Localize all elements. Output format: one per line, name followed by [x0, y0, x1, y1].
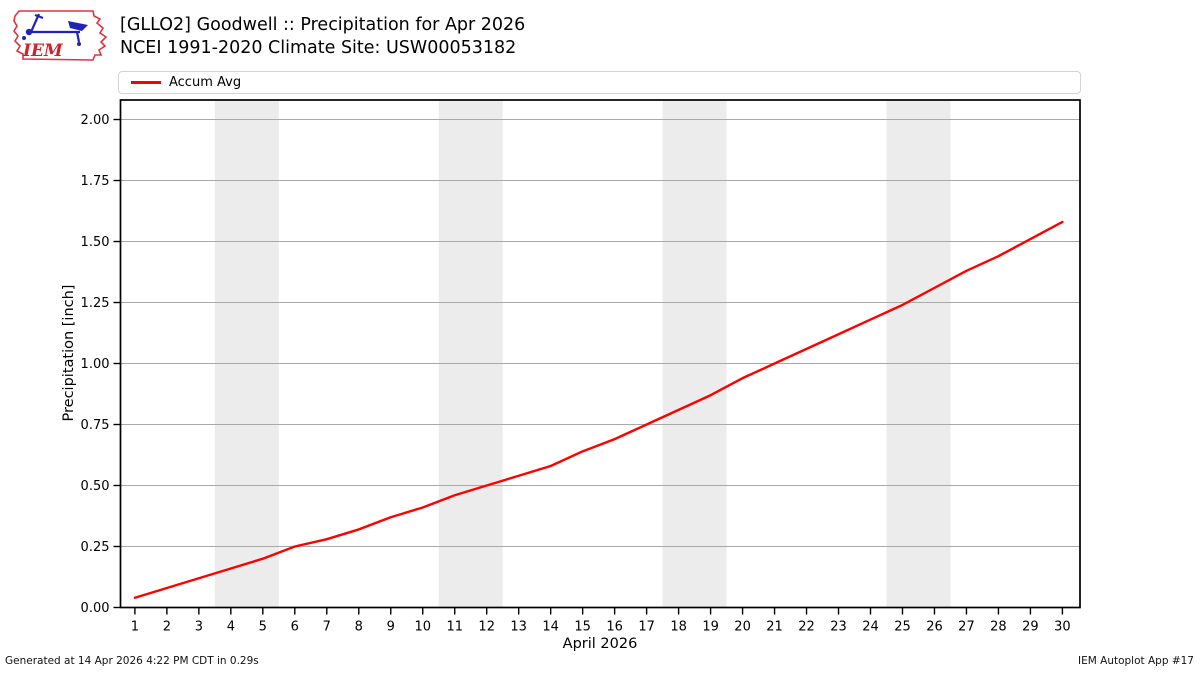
weather-vane-icon-parts: [22, 21, 88, 46]
y-tick-label: 0.50: [81, 479, 110, 494]
generated-at-text: Generated at 14 Apr 2026 4:22 PM CDT in …: [5, 655, 259, 667]
x-tick-label: 10: [414, 620, 431, 635]
plot-border: [119, 99, 1081, 609]
x-tick-label: 25: [894, 620, 911, 635]
x-tick-label: 27: [958, 620, 975, 635]
weekend-shading-band: [886, 100, 951, 608]
y-tick-label: 1.00: [81, 357, 110, 372]
x-tick-label: 22: [798, 620, 815, 635]
x-tick-label: 12: [478, 620, 495, 635]
chart-title: [GLLO2] Goodwell :: Precipitation for Ap…: [120, 15, 526, 35]
x-tick-label: 11: [446, 620, 463, 635]
x-tick-label: 16: [606, 620, 623, 635]
weekend-shading-band: [662, 100, 727, 608]
x-tick-label: 21: [766, 620, 783, 635]
y-tick-label: 1.50: [81, 235, 110, 250]
legend-line-swatch: [131, 81, 161, 84]
legend-box: Accum Avg: [118, 71, 1081, 94]
y-axis-title: Precipitation [inch]: [61, 284, 77, 422]
accum-avg-line: [133, 220, 1064, 599]
x-tick-label: 6: [291, 620, 299, 635]
weekend-shading-band: [438, 100, 503, 608]
x-tick-label: 23: [830, 620, 847, 635]
y-tick-label: 1.25: [81, 296, 110, 311]
x-tick-label: 4: [227, 620, 235, 635]
iem-logo-text: IEM: [22, 41, 64, 61]
x-tick-label: 7: [323, 620, 331, 635]
iem-logo: IEM: [8, 5, 110, 65]
x-tick-label: 17: [638, 620, 655, 635]
x-tick-label: 15: [574, 620, 591, 635]
x-tick-label: 9: [387, 620, 395, 635]
x-tick-label: 29: [1022, 620, 1039, 635]
y-tick-label: 0.25: [81, 540, 110, 555]
y-tick-label: 0.75: [81, 418, 110, 433]
chart-subtitle: NCEI 1991-2020 Climate Site: USW00053182: [120, 37, 517, 58]
y-tick-label: 0.00: [81, 601, 110, 616]
app-credit-text: IEM Autoplot App #17: [1078, 655, 1194, 667]
x-tick-label: 1: [131, 620, 139, 635]
y-tick-label: 2.00: [81, 113, 110, 128]
weather-vane-icon: [28, 13, 81, 43]
x-tick-label: 8: [355, 620, 363, 635]
iowa-outline-icon: IEM: [13, 10, 108, 61]
x-tick-label: 28: [990, 620, 1007, 635]
x-tick-label: 24: [862, 620, 879, 635]
weekend-shading-band: [214, 100, 279, 608]
legend-label: Accum Avg: [169, 75, 242, 90]
x-tick-label: 2: [163, 620, 171, 635]
x-tick-label: 30: [1054, 620, 1071, 635]
x-tick-label: 18: [670, 620, 687, 635]
x-tick-label: 14: [542, 620, 559, 635]
x-tick-label: 20: [734, 620, 751, 635]
title-block: [GLLO2] Goodwell :: Precipitation for Ap…: [120, 14, 525, 59]
x-tick-label: 3: [195, 620, 203, 635]
x-tick-label: 13: [510, 620, 527, 635]
x-tick-label: 5: [259, 620, 267, 635]
y-tick-label: 1.75: [81, 174, 110, 189]
x-tick-label: 26: [926, 620, 943, 635]
x-axis-title: April 2026: [562, 636, 638, 652]
x-tick-label: 19: [702, 620, 719, 635]
